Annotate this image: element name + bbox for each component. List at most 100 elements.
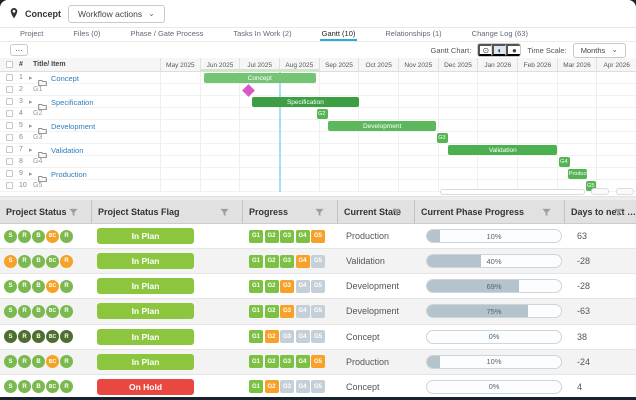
tab-tasks-in-work-2[interactable]: Tasks In Work (2): [233, 29, 292, 38]
row-checkbox[interactable]: [6, 110, 13, 117]
gantt-bar-g5[interactable]: G5: [586, 181, 596, 191]
status-flag-badge[interactable]: In Plan: [97, 353, 194, 370]
gantt-bar-g4[interactable]: G4: [559, 157, 571, 167]
gate-chip-g1: G1: [249, 304, 263, 318]
gantt-bar-production[interactable]: Production: [567, 169, 588, 179]
current-phase-progress-cell: 75%: [415, 299, 565, 323]
gate-chip-g1: G1: [249, 330, 263, 344]
column-header-label: Progress: [249, 206, 289, 217]
gantt-scroll-button-1[interactable]: [591, 188, 609, 195]
gantt-view-half-circle-view[interactable]: ◐: [492, 44, 507, 56]
filter-icon[interactable]: [315, 208, 324, 219]
status-circle-s: S: [4, 355, 17, 369]
project-status-cell: S R B BC R: [0, 299, 92, 323]
section-divider: [0, 197, 636, 200]
column-header-days-to-next[interactable]: Days to next …: [565, 200, 636, 223]
header-range-highlight: [199, 69, 319, 72]
days-value: -28: [577, 281, 591, 292]
days-to-next-cell: 38: [565, 325, 636, 349]
gantt-item-link[interactable]: Production: [51, 170, 87, 179]
project-status-flag-cell: In Plan: [92, 350, 243, 374]
column-header-project-status-flag[interactable]: Project Status Flag: [92, 200, 243, 223]
tab-change-log-63[interactable]: Change Log (63): [471, 29, 528, 38]
expand-arrow-icon[interactable]: ▸: [29, 99, 33, 106]
status-circle-r: R: [18, 229, 31, 243]
status-circle-r: R: [60, 279, 73, 293]
gantt-item-link[interactable]: Development: [51, 122, 96, 131]
gantt-bar-concept[interactable]: Concept: [203, 73, 316, 83]
status-flag-badge[interactable]: In Plan: [97, 228, 194, 245]
expand-arrow-icon[interactable]: ▸: [29, 147, 33, 154]
phase-progress-label: 75%: [486, 306, 502, 316]
column-header-project-status[interactable]: Project Status: [0, 200, 92, 223]
expand-arrow-icon[interactable]: ▸: [29, 123, 33, 130]
filter-icon[interactable]: [392, 208, 401, 219]
status-circle-r: R: [18, 355, 31, 369]
filter-icon[interactable]: [542, 208, 551, 219]
gantt-bar-development[interactable]: Development: [328, 121, 437, 131]
status-flag-badge[interactable]: In Plan: [97, 328, 194, 345]
more-options-button[interactable]: ⋯: [10, 44, 28, 56]
gate-chip-g4: G4: [295, 229, 310, 243]
gantt-view-filled-circle-view[interactable]: ●: [506, 44, 521, 56]
gantt-bar-g2[interactable]: G2: [317, 109, 329, 119]
row-checkbox[interactable]: [6, 182, 13, 189]
gantt-bar-validation[interactable]: Validation: [448, 145, 558, 155]
gantt-view-outline-dot-view[interactable]: ⊙: [478, 44, 493, 56]
status-flag-badge[interactable]: In Plan: [97, 303, 194, 320]
column-header-current-state[interactable]: Current State: [338, 200, 415, 223]
time-scale-dropdown[interactable]: Months ⌄: [572, 42, 626, 58]
tab-files-0[interactable]: Files (0): [73, 29, 101, 38]
row-checkbox[interactable]: [6, 146, 13, 153]
status-circle-b: B: [32, 355, 45, 369]
row-number: 6: [19, 134, 23, 141]
tab-gantt-10[interactable]: Gantt (10): [319, 28, 358, 41]
gantt-item-link[interactable]: Specification: [51, 98, 94, 107]
gantt-item-link[interactable]: Validation: [51, 146, 84, 155]
expand-arrow-icon[interactable]: ▸: [29, 171, 33, 178]
gate-chip-g5: G5: [311, 380, 325, 394]
column-header-label: Days to next …: [571, 206, 636, 217]
status-flag-badge[interactable]: On Hold: [97, 378, 194, 395]
table-row: S R B BC R On Hold G1 G2 G3 G4 G5 Concept 0% 4: [0, 374, 636, 397]
folder-icon: [38, 122, 47, 140]
tab-project[interactable]: Project: [20, 29, 44, 38]
month-header-may-2025: May 2025: [160, 58, 200, 72]
row-checkbox[interactable]: [6, 134, 13, 141]
filter-icon[interactable]: [614, 208, 623, 219]
phase-progress-fill: [427, 355, 441, 368]
row-checkbox[interactable]: [6, 98, 13, 105]
gantt-gate-label: G3: [33, 134, 43, 141]
expand-arrow-icon[interactable]: ▸: [29, 75, 33, 82]
row-checkbox[interactable]: [6, 86, 13, 93]
current-state-value: Production: [346, 231, 390, 242]
column-header-current-phase-progress[interactable]: Current Phase Progress: [415, 200, 565, 223]
status-flag-badge[interactable]: In Plan: [97, 278, 194, 295]
workflow-actions-button[interactable]: Workflow actions ⌄: [68, 4, 165, 23]
row-number: 9: [19, 170, 23, 177]
row-checkbox[interactable]: [6, 170, 13, 177]
gantt-scroll-button-2[interactable]: [616, 188, 634, 195]
gantt-bar-g3[interactable]: G3: [437, 133, 449, 143]
status-circle-s: S: [4, 229, 17, 243]
select-all-checkbox[interactable]: [6, 61, 13, 68]
column-header-label: Project Status: [6, 206, 67, 217]
filter-icon[interactable]: [220, 208, 229, 219]
gantt-hscrollbar[interactable]: [440, 189, 585, 195]
filter-icon[interactable]: [69, 208, 78, 219]
phase-progress-bar: 75%: [426, 304, 562, 319]
row-checkbox[interactable]: [6, 122, 13, 129]
status-flag-badge[interactable]: In Plan: [97, 253, 194, 270]
tab-relationships-1[interactable]: Relationships (1): [385, 29, 442, 38]
row-checkbox[interactable]: [6, 74, 13, 81]
gantt-item-link[interactable]: Concept: [51, 74, 79, 83]
gate-chip-g5: G5: [311, 330, 325, 344]
gantt-bar-specification[interactable]: Specification: [252, 97, 359, 107]
tab-phase-gate-process[interactable]: Phase / Gate Process: [130, 29, 204, 38]
current-state-cell: Concept: [338, 375, 415, 397]
row-checkbox[interactable]: [6, 158, 13, 165]
status-circle-r: R: [18, 304, 31, 318]
column-header-progress[interactable]: Progress: [243, 200, 338, 223]
project-status-flag-cell: In Plan: [92, 249, 243, 273]
progress-gates-cell: G1 G2 G3 G4 G5: [243, 350, 338, 374]
